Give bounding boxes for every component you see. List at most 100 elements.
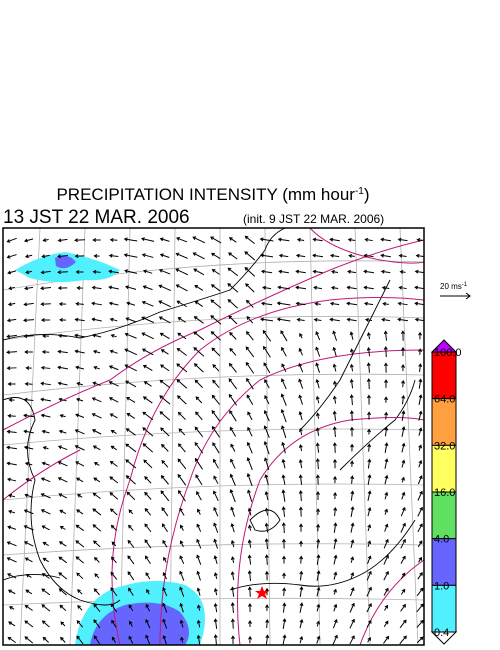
wind-arrow	[295, 253, 306, 258]
wind-arrow	[41, 588, 51, 596]
wind-arrow	[282, 572, 286, 579]
wind-arrow	[350, 522, 355, 533]
wind-arrow	[314, 301, 321, 306]
valid-time: 13 JST 22 MAR. 2006	[3, 207, 190, 228]
wind-arrow	[245, 346, 255, 358]
wind-arrow	[349, 618, 355, 629]
wind-arrow	[316, 570, 321, 581]
wind-arrow	[380, 253, 391, 258]
wind-arrow	[177, 411, 186, 420]
wind-arrow	[40, 286, 52, 291]
wind-arrow	[178, 428, 186, 436]
wind-arrow	[127, 571, 135, 581]
wind-arrow	[401, 491, 406, 500]
wind-arrow	[41, 349, 50, 354]
wind-arrow	[383, 570, 389, 581]
wind-arrow	[230, 443, 236, 452]
wind-arrow	[93, 603, 101, 613]
wind-arrow	[108, 269, 119, 274]
wind-arrow	[41, 604, 51, 612]
wind-arrow	[246, 472, 253, 487]
wind-arrow	[109, 476, 119, 484]
wind-arrow	[246, 457, 253, 471]
wind-arrow	[108, 253, 119, 258]
wind-arrow	[109, 508, 118, 516]
wind-arrow	[23, 509, 34, 515]
wind-arrow	[316, 538, 321, 549]
wind-arrow	[350, 460, 354, 467]
wind-arrow	[23, 429, 34, 434]
wind-arrow	[146, 588, 150, 595]
wind-arrow	[295, 285, 306, 290]
wind-arrow	[194, 300, 204, 307]
wind-arrow	[367, 411, 371, 420]
wind-arrow	[93, 540, 101, 548]
wind-arrow	[24, 620, 34, 628]
wind-arrow	[74, 238, 85, 243]
wind-arrow	[247, 554, 252, 565]
wind-arrow	[333, 506, 338, 517]
wind-arrow	[400, 522, 406, 533]
wind-arrow	[263, 409, 270, 422]
wind-arrow	[6, 350, 17, 355]
wind-arrow	[414, 301, 424, 306]
wind-arrow	[367, 490, 372, 501]
wind-arrow	[177, 317, 186, 323]
wind-arrow	[229, 473, 236, 486]
wind-arrow	[6, 557, 17, 563]
wind-arrow	[91, 285, 102, 290]
wind-arrow	[295, 301, 306, 306]
wind-arrow	[400, 603, 406, 612]
wind-arrow	[92, 269, 101, 274]
wind-arrow	[350, 506, 355, 518]
wind-arrow	[418, 331, 423, 340]
wind-arrow	[109, 460, 118, 467]
wind-arrow	[363, 285, 374, 290]
wind-arrow	[41, 254, 50, 259]
wind-arrow	[280, 425, 287, 439]
wind-arrow	[264, 507, 269, 516]
wind-arrow	[162, 634, 167, 645]
wind-arrow	[347, 269, 356, 274]
wind-arrow	[23, 413, 34, 418]
wind-arrow	[7, 302, 16, 307]
wind-arrow	[76, 494, 83, 498]
wind-arrow	[8, 286, 15, 291]
wind-arrow	[398, 253, 407, 258]
wind-arrow	[246, 316, 254, 324]
wind-arrow	[299, 602, 304, 613]
wind-arrow	[278, 253, 289, 258]
wind-arrow	[92, 492, 101, 500]
wind-arrow	[416, 636, 424, 644]
wind-arrow	[23, 397, 34, 402]
wind-arrow	[401, 426, 406, 437]
wind-arrow	[6, 334, 17, 339]
wind-arrow	[418, 427, 423, 436]
wind-arrow	[276, 301, 291, 306]
wind-arrow	[299, 523, 303, 532]
wind-arrow	[399, 635, 407, 645]
wind-arrow	[264, 395, 270, 405]
wind-arrow	[299, 540, 303, 547]
scale-label: 20 ms-1	[440, 282, 468, 291]
wind-arrow	[177, 332, 187, 340]
wind-arrow	[142, 364, 153, 371]
wind-arrow	[397, 237, 408, 242]
wind-arrow	[161, 459, 169, 468]
wind-arrow	[212, 458, 219, 469]
wind-arrow	[417, 572, 423, 580]
wind-arrow	[74, 333, 86, 338]
wind-arrow	[299, 570, 304, 581]
wind-arrow	[315, 427, 320, 436]
wind-arrow	[125, 475, 136, 485]
colorbar-segment	[431, 491, 457, 540]
wind-arrow	[75, 413, 85, 418]
wind-arrow	[196, 508, 201, 515]
wind-arrow	[194, 457, 203, 470]
wind-arrow	[312, 269, 323, 274]
wind-arrow	[111, 619, 117, 628]
wind-arrow	[366, 346, 371, 357]
wind-arrow	[176, 363, 188, 373]
wind-arrow	[141, 253, 154, 258]
wind-arrow	[60, 621, 66, 627]
